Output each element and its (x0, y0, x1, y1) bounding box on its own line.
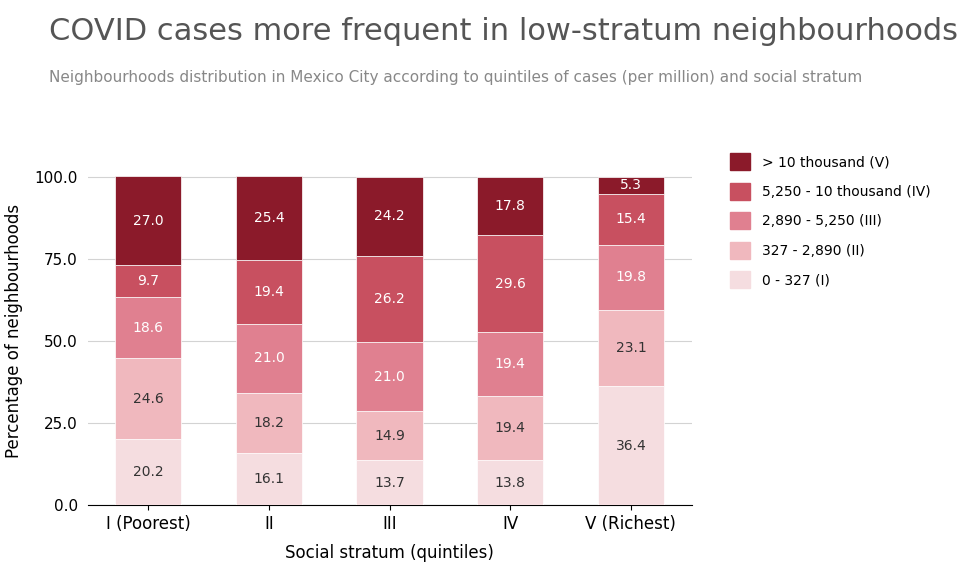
Bar (115, 176, 181, 265)
Text: 18.2: 18.2 (253, 415, 284, 429)
Bar (115, 358, 181, 439)
Text: 13.7: 13.7 (374, 476, 405, 490)
Bar (236, 176, 302, 260)
Bar (356, 256, 423, 342)
Text: 13.8: 13.8 (495, 476, 526, 490)
Text: 19.4: 19.4 (495, 421, 526, 435)
Text: 16.1: 16.1 (253, 472, 284, 486)
Text: 36.4: 36.4 (616, 439, 647, 453)
Bar (477, 396, 543, 460)
Bar (236, 324, 302, 393)
Text: 15.4: 15.4 (616, 212, 647, 227)
Bar (356, 411, 423, 460)
Bar (236, 393, 302, 453)
Bar (115, 297, 181, 358)
Bar (115, 265, 181, 297)
Text: 18.6: 18.6 (132, 321, 164, 335)
Text: 17.8: 17.8 (495, 199, 526, 213)
Bar (598, 177, 664, 194)
Text: 24.2: 24.2 (374, 209, 405, 224)
Text: 5.3: 5.3 (620, 178, 642, 192)
Text: 24.6: 24.6 (132, 392, 164, 406)
Text: COVID cases more frequent in low-stratum neighbourhoods: COVID cases more frequent in low-stratum… (49, 17, 957, 46)
Text: 19.4: 19.4 (495, 357, 526, 371)
Legend: > 10 thousand (V), 5,250 - 10 thousand (IV), 2,890 - 5,250 (III), 327 - 2,890 (I: > 10 thousand (V), 5,250 - 10 thousand (… (723, 146, 937, 295)
Text: 19.8: 19.8 (616, 270, 647, 284)
Bar (598, 386, 664, 505)
Bar (356, 460, 423, 505)
Bar (598, 310, 664, 386)
Text: 20.2: 20.2 (133, 465, 164, 479)
X-axis label: Social stratum (quintiles): Social stratum (quintiles) (285, 544, 494, 562)
Bar (236, 260, 302, 324)
Bar (598, 245, 664, 310)
Text: 29.6: 29.6 (495, 277, 526, 291)
Text: 23.1: 23.1 (616, 341, 647, 355)
Text: 14.9: 14.9 (374, 429, 405, 443)
Bar (477, 460, 543, 505)
Text: 25.4: 25.4 (253, 211, 284, 225)
Bar (115, 439, 181, 505)
Text: 26.2: 26.2 (374, 292, 405, 306)
Bar (477, 332, 543, 396)
Text: Neighbourhoods distribution in Mexico City according to quintiles of cases (per : Neighbourhoods distribution in Mexico Ci… (49, 70, 862, 85)
Bar (236, 453, 302, 505)
Bar (356, 342, 423, 411)
Text: 19.4: 19.4 (253, 285, 284, 299)
Text: 9.7: 9.7 (137, 274, 160, 288)
Text: 27.0: 27.0 (133, 214, 164, 228)
Bar (356, 177, 423, 256)
Text: 21.0: 21.0 (374, 370, 405, 384)
Y-axis label: Percentage of neighbourhoods: Percentage of neighbourhoods (6, 204, 23, 458)
Text: 21.0: 21.0 (253, 351, 284, 365)
Bar (598, 194, 664, 245)
Bar (477, 177, 543, 235)
Bar (477, 235, 543, 332)
